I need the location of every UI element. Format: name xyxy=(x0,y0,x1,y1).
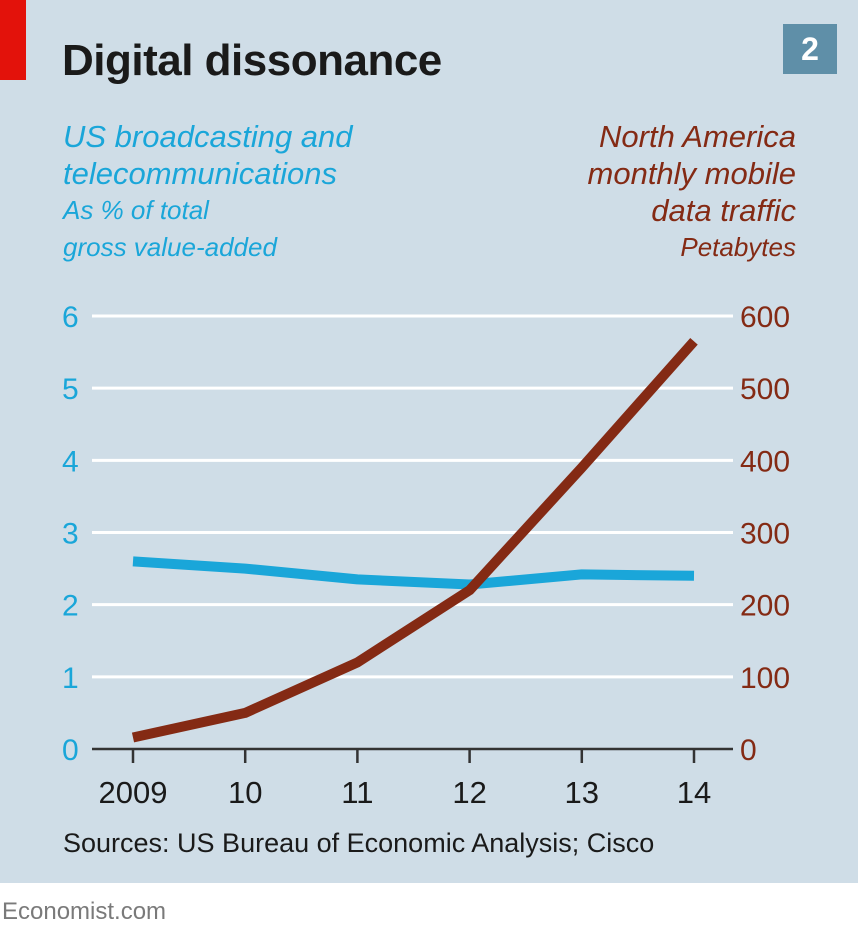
left-axis-tick-label: 6 xyxy=(62,301,79,334)
right-series-name-line-2: monthly mobile xyxy=(587,156,796,191)
mobile-data-traffic-line xyxy=(131,337,698,743)
right-axis-tick-label: 300 xyxy=(740,518,790,551)
broadcasting-share-line xyxy=(132,556,695,590)
x-axis-tick-label: 2009 xyxy=(99,775,168,810)
right-axis-tick-label: 200 xyxy=(740,590,790,623)
x-axis-tick-label: 11 xyxy=(341,775,373,810)
right-series-unit: Petabytes xyxy=(680,232,796,262)
right-axis-tick-label: 500 xyxy=(740,373,790,406)
x-axis-tick-label: 10 xyxy=(228,775,262,810)
left-axis-tick-label: 5 xyxy=(62,373,79,406)
right-series-name-line-1: North America xyxy=(599,119,796,154)
left-series-unit-line-1: As % of total xyxy=(63,195,209,225)
left-series-name-line-2: telecommunications xyxy=(63,156,337,191)
x-axis-tick-label: 12 xyxy=(452,775,486,810)
right-series-label: North America monthly mobile data traffi… xyxy=(588,118,796,266)
left-axis-tick-label: 1 xyxy=(62,662,79,695)
left-series-label: US broadcasting and telecommunications A… xyxy=(63,118,353,266)
chart-number-badge: 2 xyxy=(783,24,837,74)
right-axis-tick-label: 100 xyxy=(740,662,790,695)
left-axis-tick-label: 3 xyxy=(62,518,79,551)
x-axis-tick-label: 13 xyxy=(565,775,599,810)
line-chart: 0 0 1 100 2 200 3 300 4 400 5 500 6 600 2009 10 11 12 13 14 xyxy=(62,301,790,810)
left-axis-tick-label: 4 xyxy=(62,445,79,478)
brand-footer: Economist.com xyxy=(2,898,167,925)
source-note: Sources: US Bureau of Economic Analysis;… xyxy=(63,828,655,858)
left-axis-tick-label: 0 xyxy=(62,734,79,767)
brand-red-tag xyxy=(0,0,26,80)
left-series-name-line-1: US broadcasting and xyxy=(63,119,353,154)
left-axis-tick-label: 2 xyxy=(62,590,79,623)
right-axis-tick-label: 400 xyxy=(740,445,790,478)
chart-title: Digital dissonance xyxy=(62,36,442,85)
x-axis-tick-label: 14 xyxy=(677,775,711,810)
right-series-name-line-3: data traffic xyxy=(651,193,796,228)
right-axis-tick-label: 600 xyxy=(740,301,790,334)
left-series-unit-line-2: gross value-added xyxy=(63,232,277,262)
right-axis-tick-label: 0 xyxy=(740,734,757,767)
